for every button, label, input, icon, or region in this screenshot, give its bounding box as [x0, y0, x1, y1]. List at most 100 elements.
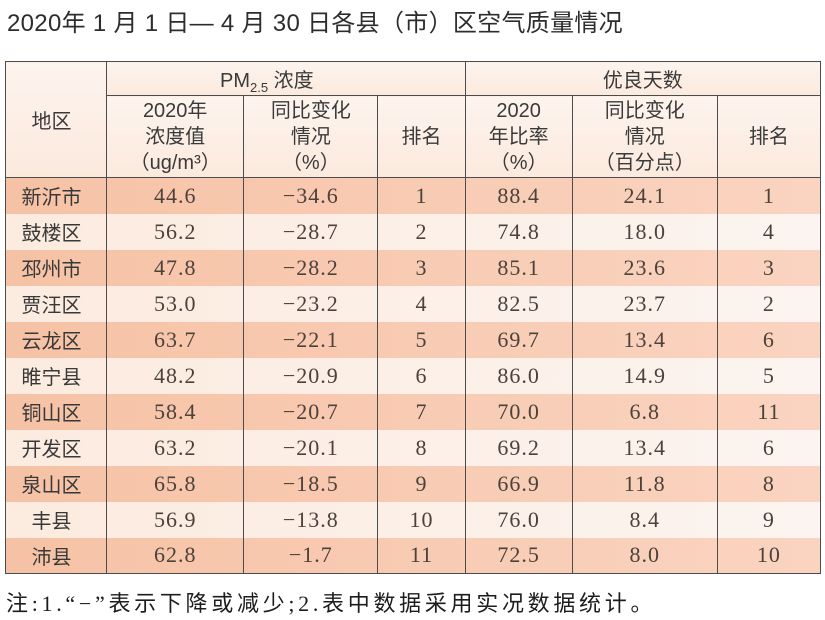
cell-good-change: 8.4: [571, 501, 718, 538]
cell-pm25-rank: 1: [377, 177, 466, 214]
page-title: 2020年 1 月 1 日— 4 月 30 日各县（市）区空气质量情况: [7, 10, 623, 37]
table-header: 地区 PM2.5 浓度 优良天数 2020年 浓度值 （ug/m³） 同比变化 情况 （%…: [4, 61, 822, 178]
cell-pm25-change: −34.6: [243, 177, 379, 214]
cell-pm25-value: 62.8: [106, 537, 245, 574]
header-good-rate: 2020 年比率 （%）: [464, 95, 573, 178]
cell-good-rate: 82.5: [464, 285, 573, 322]
cell-good-rate: 69.7: [464, 321, 573, 358]
cell-good-change: 13.4: [571, 429, 718, 466]
cell-good-change: 6.8: [571, 393, 718, 430]
cell-good-change: 8.0: [571, 537, 718, 574]
cell-pm25-change: −13.8: [243, 501, 379, 538]
table-row: 泉山区 65.8 −18.5 9 66.9 11.8 8: [4, 465, 822, 502]
cell-region: 邳州市: [4, 249, 108, 286]
cell-pm25-change: −20.1: [243, 429, 379, 466]
cell-good-change: 11.8: [571, 465, 718, 502]
cell-good-rank: 9: [716, 501, 822, 538]
header-pm25-rank: 排名: [377, 95, 466, 178]
cell-pm25-value: 47.8: [106, 249, 245, 286]
table-row: 沛县 62.8 −1.7 11 72.5 8.0 10: [4, 537, 822, 574]
cell-good-rank: 6: [716, 429, 822, 466]
cell-good-rank: 5: [716, 357, 822, 394]
header-pm25-change: 同比变化 情况 （%）: [243, 95, 379, 178]
cell-good-rank: 2: [716, 285, 822, 322]
cell-good-change: 13.4: [571, 321, 718, 358]
table-row: 邳州市 47.8 −28.2 3 85.1 23.6 3: [4, 249, 822, 286]
cell-good-change: 23.7: [571, 285, 718, 322]
table-row: 贾汪区 53.0 −23.2 4 82.5 23.7 2: [4, 285, 822, 322]
cell-pm25-rank: 7: [377, 393, 466, 430]
cell-pm25-value: 44.6: [106, 177, 245, 214]
cell-pm25-rank: 11: [377, 537, 466, 574]
table-row: 云龙区 63.7 −22.1 5 69.7 13.4 6: [4, 321, 822, 358]
pm25-label-prefix: PM: [220, 70, 250, 92]
cell-region: 丰县: [4, 501, 108, 538]
cell-pm25-change: −23.2: [243, 285, 379, 322]
cell-good-rate: 86.0: [464, 357, 573, 394]
cell-region: 新沂市: [4, 177, 108, 214]
table-row: 丰县 56.9 −13.8 10 76.0 8.4 9: [4, 501, 822, 538]
cell-good-rank: 11: [716, 393, 822, 430]
cell-pm25-rank: 10: [377, 501, 466, 538]
cell-pm25-rank: 2: [377, 213, 466, 250]
cell-pm25-rank: 4: [377, 285, 466, 322]
air-quality-table: 地区 PM2.5 浓度 优良天数 2020年 浓度值 （ug/m³） 同比变化 情况 （%…: [4, 61, 822, 574]
cell-good-rate: 76.0: [464, 501, 573, 538]
table-body: 新沂市 44.6 −34.6 1 88.4 24.1 1 鼓楼区 56.2 −28.7 2 74.8 1…: [4, 177, 822, 574]
cell-good-rate: 69.2: [464, 429, 573, 466]
cell-region: 沛县: [4, 537, 108, 574]
cell-pm25-value: 63.2: [106, 429, 245, 466]
cell-pm25-change: −22.1: [243, 321, 379, 358]
cell-good-rate: 88.4: [464, 177, 573, 214]
cell-pm25-value: 48.2: [106, 357, 245, 394]
header-pm25-value: 2020年 浓度值 （ug/m³）: [106, 95, 245, 178]
cell-pm25-value: 56.2: [106, 213, 245, 250]
cell-pm25-change: −18.5: [243, 465, 379, 502]
table-row: 新沂市 44.6 −34.6 1 88.4 24.1 1: [4, 177, 822, 214]
cell-pm25-change: −20.9: [243, 357, 379, 394]
cell-good-rank: 6: [716, 321, 822, 358]
cell-pm25-value: 56.9: [106, 501, 245, 538]
table-row: 铜山区 58.4 −20.7 7 70.0 6.8 11: [4, 393, 822, 430]
cell-pm25-rank: 5: [377, 321, 466, 358]
cell-pm25-rank: 6: [377, 357, 466, 394]
header-good-days-group: 优良天数: [464, 61, 822, 96]
cell-pm25-rank: 3: [377, 249, 466, 286]
cell-pm25-rank: 9: [377, 465, 466, 502]
cell-region: 鼓楼区: [4, 213, 108, 250]
cell-region: 铜山区: [4, 393, 108, 430]
cell-pm25-value: 53.0: [106, 285, 245, 322]
cell-good-rate: 74.8: [464, 213, 573, 250]
cell-region: 睢宁县: [4, 357, 108, 394]
cell-good-change: 14.9: [571, 357, 718, 394]
cell-region: 云龙区: [4, 321, 108, 358]
cell-pm25-value: 58.4: [106, 393, 245, 430]
footnote: 注:1.“−”表示下降或减少;2.表中数据采用实况数据统计。: [6, 591, 657, 616]
cell-pm25-change: −1.7: [243, 537, 379, 574]
header-group-row: 地区 PM2.5 浓度 优良天数: [4, 61, 822, 178]
cell-pm25-value: 65.8: [106, 465, 245, 502]
cell-good-rank: 8: [716, 465, 822, 502]
cell-good-change: 24.1: [571, 177, 718, 214]
cell-region: 贾汪区: [4, 285, 108, 322]
cell-pm25-value: 63.7: [106, 321, 245, 358]
header-pm25-group: PM2.5 浓度: [106, 61, 466, 96]
cell-pm25-change: −28.2: [243, 249, 379, 286]
cell-good-rank: 1: [716, 177, 822, 214]
cell-good-change: 23.6: [571, 249, 718, 286]
cell-pm25-rank: 8: [377, 429, 466, 466]
cell-good-rank: 10: [716, 537, 822, 574]
pm25-label-suffix: 浓度: [268, 70, 314, 92]
table-row: 睢宁县 48.2 −20.9 6 86.0 14.9 5: [4, 357, 822, 394]
cell-good-rank: 4: [716, 213, 822, 250]
table-row: 鼓楼区 56.2 −28.7 2 74.8 18.0 4: [4, 213, 822, 250]
cell-good-change: 18.0: [571, 213, 718, 250]
header-detail-row: 2020年 浓度值 （ug/m³） 同比变化 情况 （%） 排名 2020 年比率 （%） 同比变化…: [6, 95, 822, 178]
cell-region: 开发区: [4, 429, 108, 466]
header-good-change: 同比变化 情况 （百分点）: [571, 95, 718, 178]
cell-pm25-change: −28.7: [243, 213, 379, 250]
cell-good-rate: 72.5: [464, 537, 573, 574]
cell-good-rank: 3: [716, 249, 822, 286]
header-good-rank: 排名: [716, 95, 822, 178]
